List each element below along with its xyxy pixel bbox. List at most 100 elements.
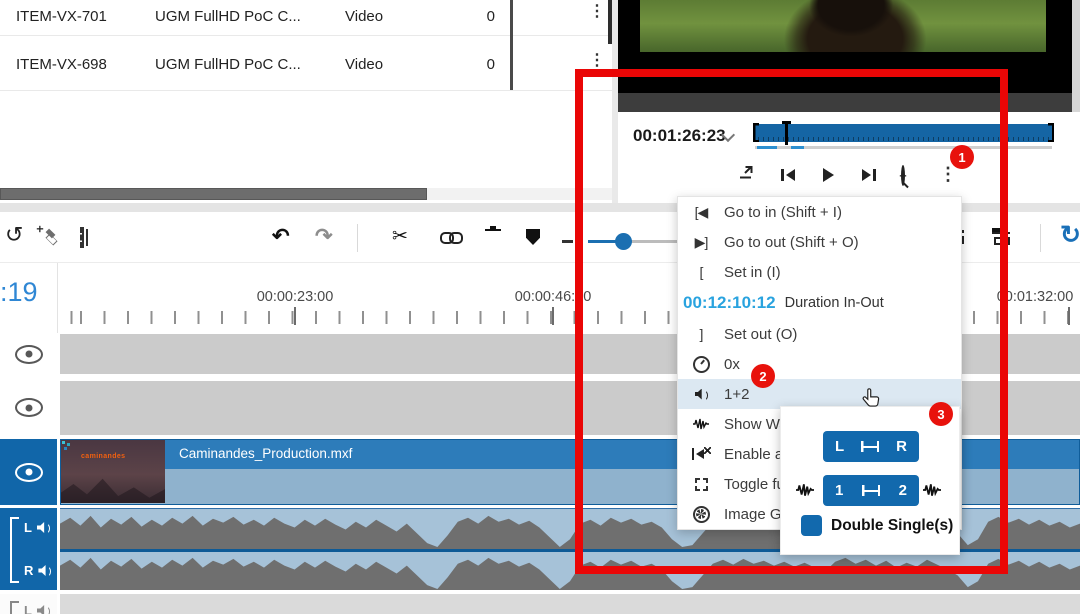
track5-content[interactable]	[60, 594, 1080, 614]
speaker-icon[interactable]	[37, 605, 50, 614]
track1-header[interactable]	[0, 333, 57, 375]
item-name: UGM FullHD PoC C...	[155, 56, 301, 73]
player-zoombar[interactable]	[618, 93, 1072, 112]
redo-icon[interactable]: ↷	[315, 225, 333, 248]
item-count: 0	[486, 8, 495, 25]
visibility-eye-icon[interactable]	[14, 462, 43, 482]
video-viewport[interactable]	[618, 0, 1072, 93]
menu-item-speed[interactable]: 0x	[678, 349, 961, 379]
menu-item-label: Set in (I)	[724, 263, 781, 281]
table-column-scrollbar[interactable]	[510, 0, 513, 90]
toolbar-divider	[1040, 224, 1041, 252]
table-vertical-scrollbar[interactable]	[608, 0, 612, 44]
seekbar-underline	[755, 146, 1052, 149]
go-to-out-icon: ▶]	[694, 233, 709, 250]
waveform-icon	[923, 484, 941, 497]
row-menu-icon[interactable]: ⋮	[589, 3, 605, 20]
major-tick	[1068, 307, 1070, 325]
send-to-timeline-button[interactable]	[738, 165, 755, 180]
table-hscrollbar-track[interactable]	[0, 188, 612, 200]
track5-header-audio[interactable]: L	[0, 594, 57, 614]
major-tick	[294, 307, 296, 325]
audio-channel-left[interactable]: L	[24, 520, 50, 535]
set-in-icon: [	[699, 264, 704, 280]
in-bracket-icon	[753, 123, 759, 142]
speed-gauge-icon	[692, 355, 710, 373]
annotation-badge-3: 3	[929, 402, 953, 426]
fullscreen-icon	[694, 477, 708, 491]
menu-item-image-grab[interactable]: Image Gra	[678, 499, 961, 529]
next-frame-button[interactable]	[862, 169, 876, 181]
divider-strip	[0, 203, 1080, 212]
menu-item-set-out[interactable]: ] Set out (O)	[678, 319, 961, 349]
waveform-icon	[796, 484, 814, 497]
marker-shield-icon[interactable]	[526, 229, 540, 245]
visibility-eye-icon[interactable]	[14, 398, 43, 417]
double-singles-checkbox[interactable]	[801, 515, 822, 536]
link-channels-icon	[862, 485, 880, 496]
go-to-in-icon: [◀	[694, 203, 709, 220]
ruler-label: 00:00:46:00	[514, 289, 592, 305]
menu-item-label: Show Wav	[724, 415, 796, 433]
visibility-eye-icon[interactable]	[14, 344, 43, 364]
playhead-marker[interactable]	[782, 121, 791, 145]
major-tick	[552, 307, 554, 325]
duration-label: Duration In-Out	[784, 295, 884, 311]
video-player: 00:01:26:23 ⋮	[618, 0, 1080, 203]
previous-frame-button[interactable]	[781, 169, 795, 181]
channel-divider	[60, 549, 1080, 552]
timeline-zoom-slider[interactable]	[588, 233, 698, 250]
track-layout-icon[interactable]	[992, 228, 1012, 246]
scissors-icon[interactable]: ✂	[392, 226, 408, 247]
button-label-right: 2	[898, 482, 907, 499]
divider	[0, 90, 612, 91]
lr-stereo-button[interactable]: L R	[823, 431, 919, 462]
player-vscrollbar[interactable]	[1072, 0, 1080, 112]
track4-header-audio[interactable]: L R	[0, 508, 57, 590]
play-button[interactable]	[823, 168, 834, 182]
player-seekbar[interactable]	[753, 121, 1054, 145]
menu-item-go-to-out[interactable]: ▶] Go to out (Shift + O)	[678, 227, 961, 257]
track2-header[interactable]	[0, 380, 57, 435]
slider-knob[interactable]	[615, 233, 632, 250]
table-row[interactable]: ITEM-VX-701 UGM FullHD PoC C... Video 0 …	[0, 0, 612, 35]
menu-item-go-to-in[interactable]: [◀ Go to in (Shift + I)	[678, 197, 961, 227]
button-label-left: 1	[835, 482, 844, 499]
annotation-badge-2: 2	[751, 364, 775, 388]
menu-item-enable-audio[interactable]: Enable au	[678, 439, 961, 469]
waveform-right	[60, 557, 1080, 590]
table-hscrollbar-thumb[interactable]	[0, 188, 427, 200]
row-menu-icon[interactable]: ⋮	[589, 52, 605, 69]
track3-header-video[interactable]	[0, 439, 57, 505]
audio-channel-right[interactable]: R	[24, 563, 52, 578]
channel-12-button[interactable]: 1 2	[823, 475, 919, 506]
menu-item-label: 1+2	[724, 385, 750, 403]
player-timecode[interactable]: 00:01:26:23	[633, 126, 726, 145]
button-label-right: R	[896, 438, 907, 455]
mouse-cursor	[862, 388, 880, 407]
menu-item-audio-channels[interactable]: 1+2	[678, 379, 961, 409]
speaker-icon[interactable]	[38, 565, 52, 577]
undo-icon[interactable]: ↶	[272, 225, 290, 248]
player-more-icon[interactable]: ⋮	[939, 164, 957, 184]
zoom-button[interactable]	[899, 165, 907, 186]
split-clip-icon[interactable]	[80, 227, 84, 248]
duration-timecode: 00:12:10:12	[683, 293, 776, 312]
toolbar-divider	[357, 224, 358, 252]
refresh-icon[interactable]: ↻	[1060, 221, 1080, 249]
seekbar-ticks	[753, 137, 1054, 141]
menu-item-duration[interactable]: 00:12:10:12 Duration In-Out	[678, 287, 961, 319]
speaker-icon[interactable]	[37, 522, 50, 534]
item-id: ITEM-VX-701	[16, 8, 107, 25]
zoom-out-minus[interactable]	[562, 240, 573, 243]
item-table: ITEM-VX-701 UGM FullHD PoC C... Video 0 …	[0, 0, 612, 200]
item-type: Video	[345, 8, 384, 25]
menu-item-label: Enable au	[724, 445, 792, 463]
table-row[interactable]: ITEM-VX-698 UGM FullHD PoC C... Video 0 …	[0, 36, 612, 90]
menu-item-set-in[interactable]: [ Set in (I)	[678, 257, 961, 287]
audio-channel-left[interactable]: L	[24, 603, 50, 614]
item-name: UGM FullHD PoC C...	[155, 8, 301, 25]
reset-icon[interactable]: ↺	[5, 222, 24, 247]
menu-item-show-waveform[interactable]: Show Wav	[678, 409, 961, 439]
header-divider	[57, 263, 58, 333]
